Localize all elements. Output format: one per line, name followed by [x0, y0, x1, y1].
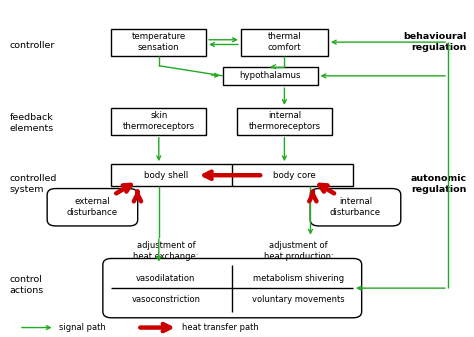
Text: vasodilatation: vasodilatation [136, 274, 196, 282]
Text: thermal
comfort: thermal comfort [268, 32, 301, 52]
Bar [223, 66, 318, 85]
Text: signal path: signal path [59, 323, 106, 332]
Text: external
disturbance: external disturbance [67, 197, 118, 217]
Bar [111, 164, 353, 186]
Text: vasoconstriction: vasoconstriction [131, 295, 201, 304]
Text: voluntary movements: voluntary movements [252, 295, 345, 304]
FancyBboxPatch shape [310, 189, 401, 226]
Text: controlled
system: controlled system [9, 174, 57, 194]
Text: adjustment of
heat exchange:: adjustment of heat exchange: [133, 241, 199, 261]
Text: hypothalamus: hypothalamus [239, 71, 301, 80]
Text: internal
disturbance: internal disturbance [330, 197, 381, 217]
Text: control
actions: control actions [9, 275, 44, 295]
Text: adjustment of
heat production:: adjustment of heat production: [264, 241, 334, 261]
FancyBboxPatch shape [47, 189, 137, 226]
Bar [240, 29, 328, 56]
Text: feedback
elements: feedback elements [9, 113, 54, 133]
Text: temperature
sensation: temperature sensation [132, 32, 186, 52]
Text: skin
thermoreceptors: skin thermoreceptors [123, 111, 195, 131]
Bar [111, 108, 206, 135]
Text: controller: controller [9, 41, 55, 50]
Bar [111, 29, 206, 56]
FancyBboxPatch shape [103, 258, 362, 318]
Text: behavioural
regulation: behavioural regulation [403, 32, 467, 52]
Text: internal
thermoreceptors: internal thermoreceptors [248, 111, 320, 131]
Text: heat transfer path: heat transfer path [182, 323, 259, 332]
Bar [237, 108, 332, 135]
Text: body core: body core [273, 171, 315, 180]
Text: body shell: body shell [144, 171, 188, 180]
Text: metabolism shivering: metabolism shivering [253, 274, 344, 282]
Text: autonomic
regulation: autonomic regulation [411, 174, 467, 194]
